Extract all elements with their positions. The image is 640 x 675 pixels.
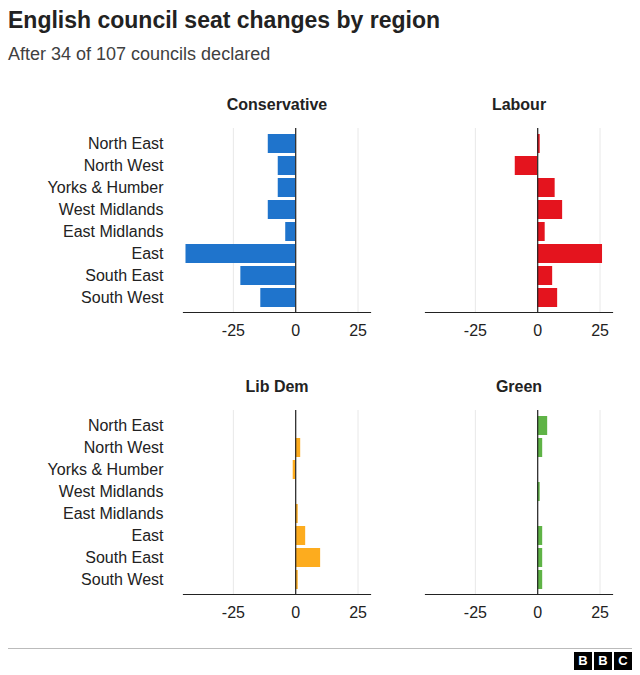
svg-text:East Midlands: East Midlands [63, 505, 164, 522]
svg-text:East: East [131, 527, 164, 544]
svg-text:West Midlands: West Midlands [59, 483, 164, 500]
svg-text:South West: South West [81, 289, 164, 306]
svg-text:East Midlands: East Midlands [63, 223, 164, 240]
svg-text:0: 0 [291, 604, 300, 621]
html-text:C: C [618, 653, 628, 668]
svg-text:-25: -25 [222, 604, 245, 621]
svg-text:South East: South East [85, 267, 164, 284]
svg-text:West Midlands: West Midlands [59, 201, 164, 218]
svg-text:-25: -25 [464, 604, 487, 621]
html-text:English council seat changes b: English council seat changes by region [8, 7, 440, 33]
svg-text:North East: North East [88, 417, 164, 434]
svg-text:North West: North West [84, 157, 164, 174]
svg-text:East: East [131, 245, 164, 262]
svg-text:Yorks & Humber: Yorks & Humber [48, 179, 165, 196]
svg-text:25: 25 [591, 604, 609, 621]
svg-text:Yorks & Humber: Yorks & Humber [48, 461, 165, 478]
svg-text:North East: North East [88, 135, 164, 152]
svg-text:25: 25 [349, 604, 367, 621]
svg-text:25: 25 [591, 322, 609, 339]
svg-text:South East: South East [85, 549, 164, 566]
svg-text:0: 0 [533, 322, 542, 339]
svg-text:Conservative: Conservative [227, 96, 328, 113]
svg-text:South West: South West [81, 571, 164, 588]
svg-text:Green: Green [496, 378, 542, 395]
svg-text:-25: -25 [464, 322, 487, 339]
svg-text:Labour: Labour [492, 96, 546, 113]
svg-text:0: 0 [533, 604, 542, 621]
svg-text:0: 0 [291, 322, 300, 339]
html-text:After 34 of 107 councils decla: After 34 of 107 councils declared [8, 44, 271, 64]
svg-text:North West: North West [84, 439, 164, 456]
html-text:B: B [598, 653, 608, 668]
svg-text:Lib Dem: Lib Dem [245, 378, 308, 395]
svg-text:25: 25 [349, 322, 367, 339]
svg-text:-25: -25 [222, 322, 245, 339]
html-text:B: B [578, 653, 588, 668]
